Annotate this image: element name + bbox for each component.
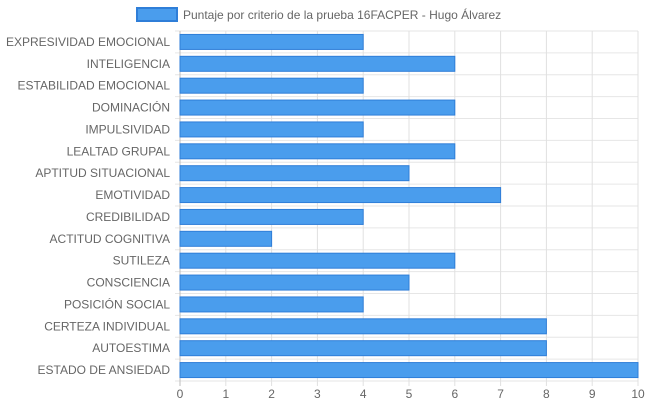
x-tick-label: 10: [631, 387, 645, 401]
legend[interactable]: Puntaje por criterio de la prueba 16FACP…: [136, 7, 501, 22]
category-label: IMPULSIVIDAD: [85, 122, 170, 136]
bar[interactable]: [179, 165, 410, 182]
category-label: APTITUD SITUACIONAL: [35, 166, 170, 180]
bar[interactable]: [179, 318, 547, 335]
bar[interactable]: [179, 208, 364, 225]
bar[interactable]: [179, 143, 456, 160]
category-labels: EXPRESIVIDAD EMOCIONAL INTELIGENCIA ESTABI…: [6, 35, 170, 377]
bars: [179, 33, 639, 379]
x-tick-label: 0: [177, 387, 184, 401]
legend-label: Puntaje por criterio de la prueba 16FACP…: [183, 7, 501, 22]
bar[interactable]: [179, 274, 410, 291]
bar[interactable]: [179, 121, 364, 138]
bar[interactable]: [179, 340, 547, 357]
category-label: ESTADO DE ANSIEDAD: [38, 363, 171, 377]
x-tick-label: 7: [497, 387, 504, 401]
bar[interactable]: [179, 252, 456, 269]
category-label: EXPRESIVIDAD EMOCIONAL: [6, 35, 170, 49]
bar[interactable]: [179, 33, 364, 50]
x-tick-label: 5: [406, 387, 413, 401]
bar[interactable]: [179, 296, 364, 313]
category-label: LEALTAD GRUPAL: [67, 144, 171, 158]
legend-swatch: [136, 7, 178, 22]
x-tick-label: 6: [451, 387, 458, 401]
category-label: CREDIBILIDAD: [86, 210, 170, 224]
x-tick-label: 3: [314, 387, 321, 401]
bar[interactable]: [179, 99, 456, 116]
x-tick-label: 1: [222, 387, 229, 401]
bar[interactable]: [179, 187, 502, 204]
category-label: ESTABILIDAD EMOCIONAL: [18, 79, 171, 93]
category-label: INTELIGENCIA: [87, 57, 170, 71]
category-label: EMOTIVIDAD: [95, 188, 170, 202]
x-tick-label: 4: [360, 387, 367, 401]
bar[interactable]: [179, 55, 456, 72]
x-tick-label: 2: [268, 387, 275, 401]
category-label: DOMINACIÓN: [92, 100, 170, 115]
category-label: ACTITUD COGNITIVA: [50, 232, 170, 246]
category-label: POSICIÓN SOCIAL: [64, 296, 170, 311]
category-label: CERTEZA INDIVIDUAL: [44, 319, 170, 333]
bar[interactable]: [179, 362, 639, 379]
x-tick-label: 8: [543, 387, 550, 401]
category-label: SUTILEZA: [113, 254, 170, 268]
x-tick-label: 9: [589, 387, 596, 401]
category-label: AUTOESTIMA: [92, 341, 170, 355]
x-axis-tick-labels: 0 1 2 3 4 5 6 7 8 9 10: [177, 387, 645, 401]
category-label: CONSCIENCIA: [87, 276, 170, 290]
bar[interactable]: [179, 230, 273, 247]
bar[interactable]: [179, 77, 364, 94]
